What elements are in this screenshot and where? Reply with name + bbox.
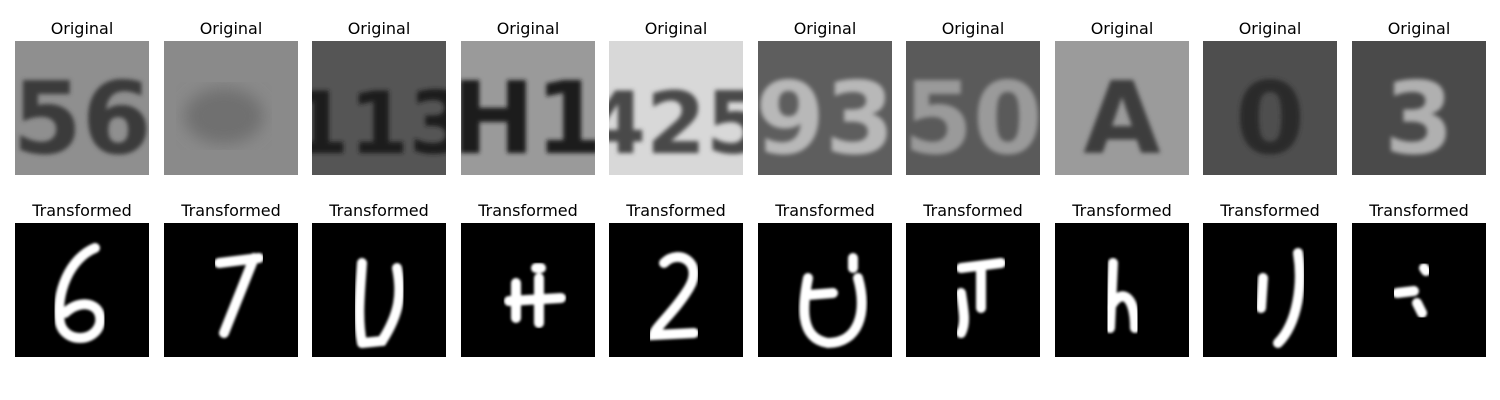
transformed-label: Transformed — [1072, 201, 1172, 220]
transformed-label: Transformed — [32, 201, 132, 220]
original-label: Original — [1387, 19, 1451, 38]
original-image: 0 — [1203, 41, 1337, 175]
original-label: Original — [793, 19, 857, 38]
svg-text:425: 425 — [609, 74, 743, 174]
original-image: 50 — [906, 41, 1040, 175]
original-image: H1 — [461, 41, 595, 175]
transformed-image — [609, 223, 743, 357]
transformed-label: Transformed — [626, 201, 726, 220]
svg-text:3: 3 — [1384, 60, 1454, 175]
svg-text:93: 93 — [758, 60, 892, 175]
transformed-label: Transformed — [181, 201, 281, 220]
transformed-label: Transformed — [1220, 201, 1320, 220]
svg-text:113: 113 — [312, 74, 446, 174]
original-image: A — [1055, 41, 1189, 175]
original-label: Original — [644, 19, 708, 38]
svg-text:A: A — [1083, 60, 1160, 175]
svg-text:H1: H1 — [461, 60, 595, 175]
original-label: Original — [496, 19, 560, 38]
transformed-image — [906, 223, 1040, 357]
transformed-image — [15, 223, 149, 357]
original-image: 113 — [312, 41, 446, 175]
original-image — [164, 41, 298, 175]
svg-text:56: 56 — [15, 60, 149, 175]
transformed-image — [1203, 223, 1337, 357]
transformed-label: Transformed — [775, 201, 875, 220]
original-label: Original — [347, 19, 411, 38]
original-image: 3 — [1352, 41, 1486, 175]
original-image: 93 — [758, 41, 892, 175]
transformed-label: Transformed — [478, 201, 578, 220]
transformed-label: Transformed — [923, 201, 1023, 220]
transformed-image — [1055, 223, 1189, 357]
transformed-image — [758, 223, 892, 357]
original-label: Original — [941, 19, 1005, 38]
original-label: Original — [199, 19, 263, 38]
original-label: Original — [1090, 19, 1154, 38]
transformed-image — [164, 223, 298, 357]
original-image: 56 — [15, 41, 149, 175]
transformed-image — [1352, 223, 1486, 357]
original-label: Original — [1238, 19, 1302, 38]
transformed-label: Transformed — [329, 201, 429, 220]
svg-text:0: 0 — [1235, 60, 1305, 175]
svg-text:50: 50 — [906, 60, 1040, 175]
original-image: 425 — [609, 41, 743, 175]
transformed-image — [461, 223, 595, 357]
transformed-label: Transformed — [1369, 201, 1469, 220]
original-label: Original — [50, 19, 114, 38]
transformed-image — [312, 223, 446, 357]
